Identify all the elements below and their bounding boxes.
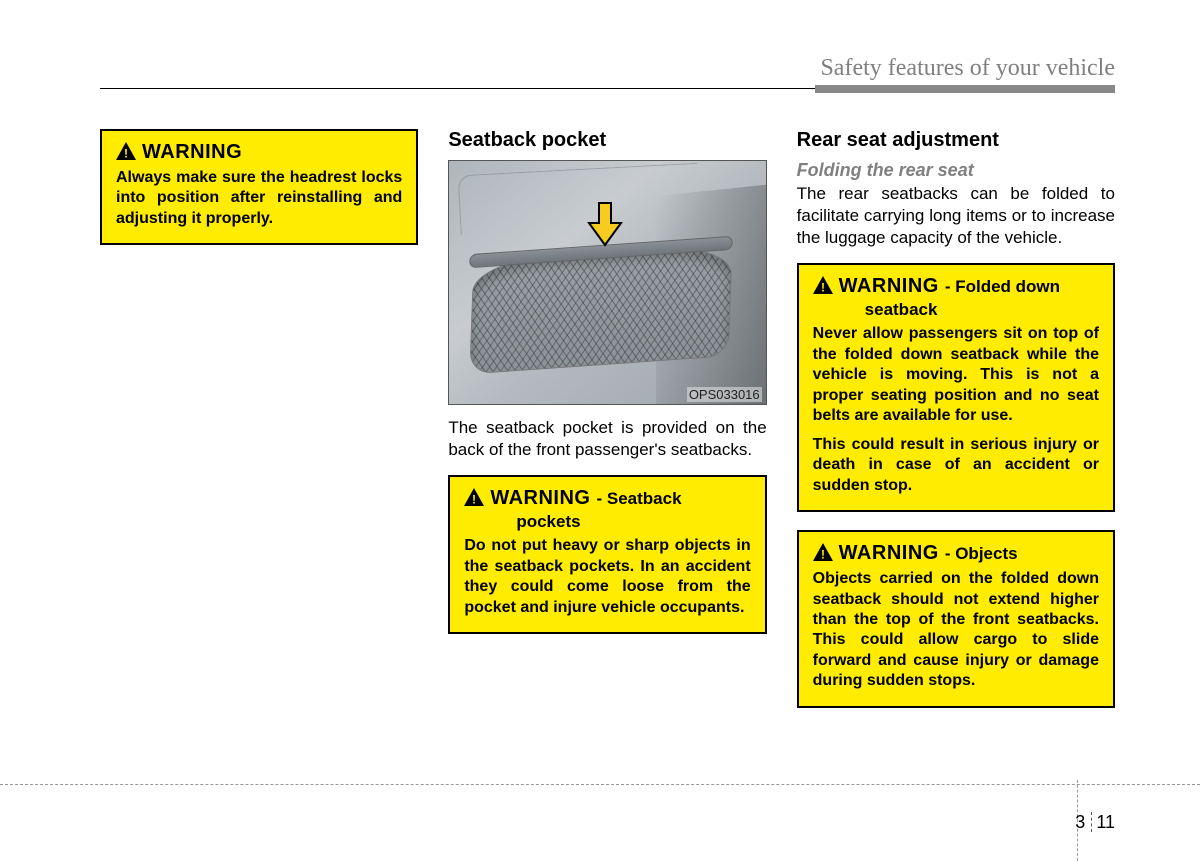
down-arrow-icon — [585, 201, 625, 249]
svg-text:!: ! — [472, 493, 476, 507]
warning-body: Always make sure the headrest locks into… — [116, 168, 402, 229]
warning-seatback-pockets: ! WARNING - Seatback pockets Do not put … — [448, 475, 766, 634]
warning-heading: ! WARNING - Folded down — [813, 275, 1099, 298]
warning-body: Never allow passengers sit on top of the… — [813, 324, 1099, 496]
page-number: 11 — [1096, 812, 1115, 832]
seatback-pocket-title: Seatback pocket — [448, 129, 766, 152]
warning-label: WARNING — [839, 275, 939, 298]
column-1: ! WARNING Always make sure the headrest … — [100, 129, 418, 726]
warning-icon: ! — [464, 488, 484, 509]
warning-subtitle: - Folded down — [945, 277, 1060, 297]
warning-icon: ! — [116, 142, 136, 163]
svg-text:!: ! — [124, 147, 128, 161]
warning-body: Do not put heavy or sharp objects in the… — [464, 536, 750, 618]
rear-seat-title: Rear seat adjustment — [797, 129, 1115, 152]
svg-text:!: ! — [821, 281, 825, 295]
figure-code: OPS033016 — [687, 387, 762, 402]
warning-heading: ! WARNING — [116, 141, 402, 164]
column-3: Rear seat adjustment Folding the rear se… — [797, 129, 1115, 726]
warning-label: WARNING — [142, 141, 242, 164]
chapter-number: 3 — [1075, 812, 1092, 832]
header-rule — [100, 88, 1115, 89]
page-header: Safety features of your vehicle — [100, 55, 1115, 89]
svg-text:!: ! — [821, 548, 825, 562]
warning-label: WARNING — [839, 542, 939, 565]
warning-headrest: ! WARNING Always make sure the headrest … — [100, 129, 418, 245]
crop-mark-horizontal — [0, 784, 1200, 785]
content-columns: ! WARNING Always make sure the headrest … — [100, 129, 1115, 726]
column-2: Seatback pocket OPS033016 The seatback p… — [448, 129, 766, 726]
warning-body: Objects carried on the folded down seatb… — [813, 569, 1099, 692]
warning-subtitle-2: pockets — [516, 512, 750, 532]
warning-subtitle: - Objects — [945, 544, 1018, 564]
chapter-title: Safety features of your vehicle — [100, 55, 1115, 82]
seatback-pocket-body: The seatback pocket is provided on the b… — [448, 417, 766, 461]
warning-paragraph-2: This could result in serious injury or d… — [813, 435, 1099, 496]
warning-icon: ! — [813, 276, 833, 297]
warning-heading: ! WARNING - Objects — [813, 542, 1099, 565]
warning-folded-seatback: ! WARNING - Folded down seatback Never a… — [797, 263, 1115, 512]
folding-subtitle: Folding the rear seat — [797, 160, 1115, 181]
warning-icon: ! — [813, 543, 833, 564]
manual-page: Safety features of your vehicle ! WARNIN… — [0, 0, 1200, 861]
rear-seat-body: The rear seatbacks can be folded to faci… — [797, 183, 1115, 249]
seatback-pocket-figure: OPS033016 — [448, 160, 766, 405]
warning-objects: ! WARNING - Objects Objects carried on t… — [797, 530, 1115, 708]
warning-subtitle-2: seatback — [865, 300, 1099, 320]
warning-subtitle: - Seatback — [597, 489, 682, 509]
page-footer: 311 — [1075, 812, 1115, 833]
warning-heading: ! WARNING - Seatback — [464, 487, 750, 510]
warning-label: WARNING — [490, 487, 590, 510]
warning-paragraph-1: Never allow passengers sit on top of the… — [813, 324, 1099, 426]
